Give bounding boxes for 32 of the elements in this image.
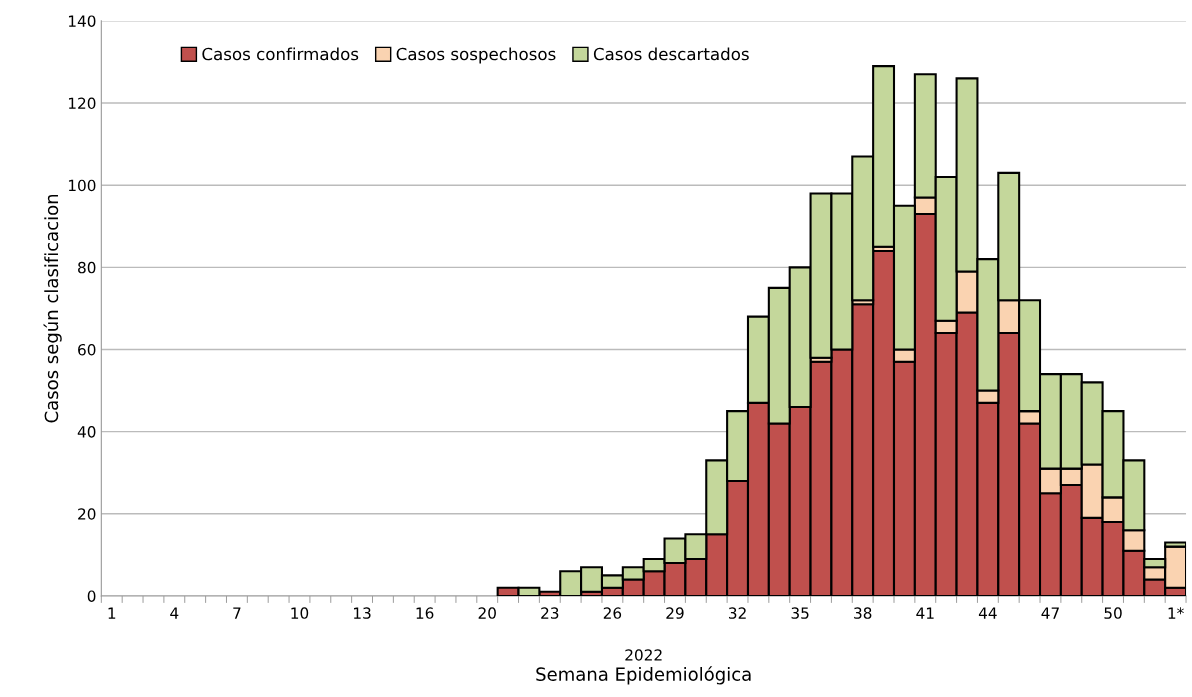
y-tick-label: 20 (78, 508, 96, 520)
x-tick-label: 13 (354, 607, 371, 619)
x-tick-label: 26 (603, 607, 622, 619)
x-tick-label: 50 (1104, 607, 1122, 619)
y-tick-label: 40 (77, 426, 96, 438)
y-tick-label: 100 (68, 179, 96, 192)
y-tick-label: 140 (68, 15, 96, 27)
legend-label: Casos sospechosos (396, 47, 556, 64)
y-tick-label: 120 (68, 97, 96, 110)
x-tick-label: 4 (170, 607, 179, 619)
text: 2022 (625, 649, 662, 661)
x-tick-label: 1 (108, 607, 116, 619)
y-axis-title: Casos según clasificacion (43, 194, 62, 423)
legend-label: Casos confirmados (202, 47, 359, 61)
x-tick-label: 38 (854, 607, 872, 619)
x-tick-label: 7 (233, 607, 241, 619)
y-tick-label: 60 (78, 343, 96, 356)
y-tick-label: 80 (78, 261, 96, 274)
x-tick-label: 44 (978, 607, 997, 619)
x-tick-label: 23 (541, 607, 559, 619)
x-tick-label: 10 (291, 607, 309, 619)
x-tick-label: 35 (791, 607, 809, 619)
x-tick-label: 1* (1168, 607, 1184, 619)
x-axis-title: Semana Epidemiológica (536, 666, 751, 685)
x-tick-label: 41 (916, 607, 934, 619)
x-tick-label: 32 (728, 607, 746, 619)
y-tick-label: 0 (87, 590, 96, 602)
x-tick-label: 47 (1041, 607, 1059, 619)
x-tick-label: 29 (666, 607, 684, 619)
x-tick-label: 20 (478, 607, 496, 619)
legend-label: Casos descartados (593, 47, 749, 61)
x-tick-label: 16 (416, 607, 434, 619)
